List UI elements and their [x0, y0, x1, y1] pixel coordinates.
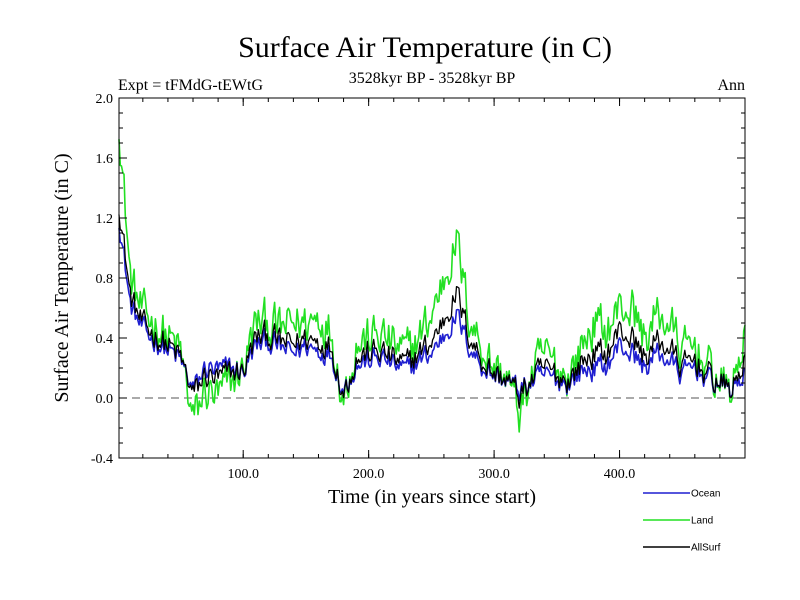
plot-frame: [118, 97, 746, 459]
axes-layer: -0.4 0.0 0.4 0.8 1.2 1.6 2.0 100.0 200.0 300.0 400…: [91, 92, 746, 482]
chart-title: Surface Air Temperature (in C): [238, 31, 612, 64]
legend-label-allsurf: AllSurf: [691, 543, 721, 554]
y-tick-label: 0.0: [96, 392, 114, 407]
y-tick-label: -0.4: [91, 452, 113, 467]
legend-label-ocean: Ocean: [691, 489, 720, 500]
x-tick-label: 400.0: [604, 467, 636, 482]
x-axis-label: Time (in years since start): [328, 486, 536, 508]
x-tick-label: 100.0: [227, 467, 259, 482]
x-tick-label: 300.0: [478, 467, 510, 482]
series-line-land: [118, 139, 746, 433]
y-tick-label: 1.6: [96, 152, 114, 167]
series-layer: [118, 139, 746, 433]
y-axis-label: Surface Air Temperature (in C): [51, 153, 73, 402]
y-tick-label: 1.2: [96, 212, 114, 227]
y-tick-label: 2.0: [96, 92, 114, 107]
experiment-label: Expt = tFMdG-tEWtG: [118, 77, 263, 94]
x-tick-label: 200.0: [353, 467, 385, 482]
y-tick-label: 0.4: [96, 332, 114, 347]
legend: Ocean Land AllSurf: [643, 489, 721, 554]
legend-label-land: Land: [691, 516, 713, 527]
series-line-allsurf: [118, 214, 746, 409]
y-tick-label: 0.8: [96, 272, 114, 287]
series-line-ocean: [118, 228, 746, 402]
season-label: Ann: [717, 77, 745, 94]
period-label: 3528kyr BP - 3528kyr BP: [349, 70, 516, 87]
